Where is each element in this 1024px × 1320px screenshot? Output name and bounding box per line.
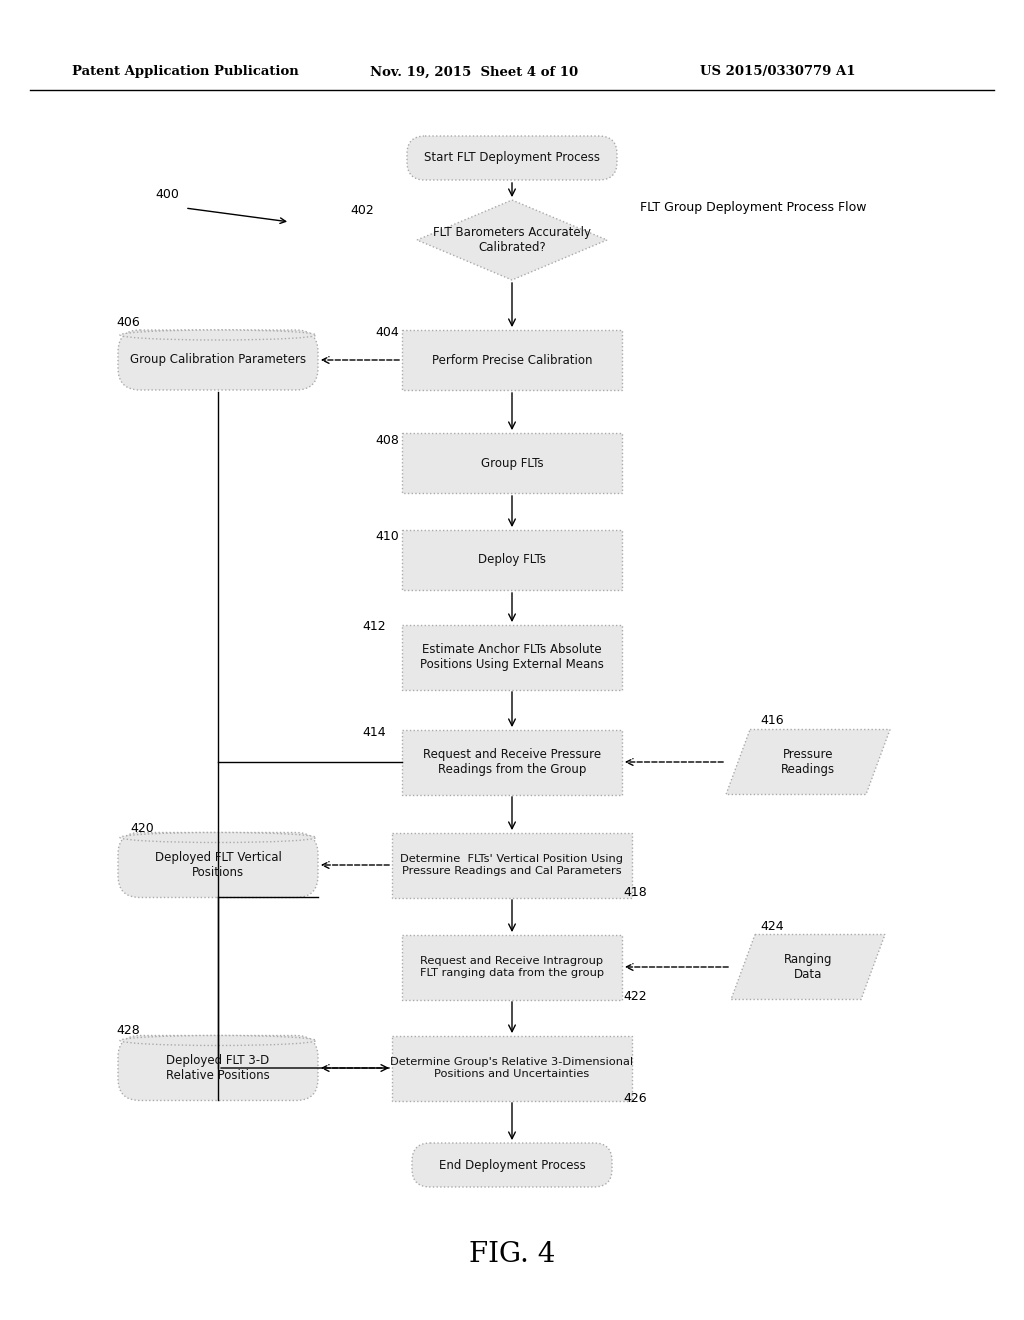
- Text: 404: 404: [375, 326, 398, 338]
- Bar: [402, 330, 622, 389]
- FancyBboxPatch shape: [118, 1035, 318, 1101]
- Text: Patent Application Publication: Patent Application Publication: [72, 66, 299, 78]
- Text: 418: 418: [623, 886, 647, 899]
- Ellipse shape: [120, 330, 316, 341]
- Text: Deployed FLT 3-D
Relative Positions: Deployed FLT 3-D Relative Positions: [166, 1053, 270, 1082]
- Text: 428: 428: [116, 1023, 139, 1036]
- Text: Determine Group's Relative 3-Dimensional
Positions and Uncertainties: Determine Group's Relative 3-Dimensional…: [390, 1057, 634, 1078]
- Text: Deploy FLTs: Deploy FLTs: [478, 553, 546, 566]
- FancyBboxPatch shape: [412, 1143, 612, 1187]
- Text: 426: 426: [623, 1092, 646, 1105]
- Text: Request and Receive Intragroup
FLT ranging data from the group: Request and Receive Intragroup FLT rangi…: [420, 956, 604, 978]
- Text: 400: 400: [155, 189, 179, 202]
- Text: Start FLT Deployment Process: Start FLT Deployment Process: [424, 152, 600, 165]
- Text: End Deployment Process: End Deployment Process: [438, 1159, 586, 1172]
- Bar: [402, 433, 622, 492]
- Text: FIG. 4: FIG. 4: [469, 1242, 555, 1269]
- Text: Group FLTs: Group FLTs: [480, 457, 544, 470]
- Text: Deployed FLT Vertical
Positions: Deployed FLT Vertical Positions: [155, 851, 282, 879]
- Text: Perform Precise Calibration: Perform Precise Calibration: [432, 354, 592, 367]
- Text: Ranging
Data: Ranging Data: [783, 953, 833, 981]
- Polygon shape: [731, 935, 885, 999]
- Text: FLT Barometers Accurately
Calibrated?: FLT Barometers Accurately Calibrated?: [433, 226, 591, 253]
- Text: 422: 422: [623, 990, 646, 1003]
- FancyBboxPatch shape: [118, 833, 318, 898]
- Text: Pressure
Readings: Pressure Readings: [781, 748, 835, 776]
- Bar: [402, 935, 622, 999]
- Text: 406: 406: [116, 315, 139, 329]
- Text: Estimate Anchor FLTs Absolute
Positions Using External Means: Estimate Anchor FLTs Absolute Positions …: [420, 643, 604, 671]
- FancyBboxPatch shape: [407, 136, 617, 180]
- Text: Determine  FLTs' Vertical Position Using
Pressure Readings and Cal Parameters: Determine FLTs' Vertical Position Using …: [400, 854, 624, 875]
- Bar: [402, 624, 622, 689]
- Bar: [392, 1035, 632, 1101]
- Polygon shape: [726, 730, 890, 795]
- FancyBboxPatch shape: [118, 330, 318, 389]
- Ellipse shape: [120, 1035, 316, 1045]
- Bar: [392, 833, 632, 898]
- Text: Group Calibration Parameters: Group Calibration Parameters: [130, 354, 306, 367]
- Text: 410: 410: [375, 531, 398, 544]
- Text: US 2015/0330779 A1: US 2015/0330779 A1: [700, 66, 855, 78]
- Bar: [402, 730, 622, 795]
- Text: 420: 420: [130, 821, 154, 834]
- Text: 416: 416: [760, 714, 783, 726]
- Text: Nov. 19, 2015  Sheet 4 of 10: Nov. 19, 2015 Sheet 4 of 10: [370, 66, 579, 78]
- Polygon shape: [417, 201, 607, 280]
- Text: 424: 424: [760, 920, 783, 933]
- Text: FLT Group Deployment Process Flow: FLT Group Deployment Process Flow: [640, 201, 866, 214]
- Ellipse shape: [120, 833, 316, 842]
- Text: 402: 402: [350, 203, 374, 216]
- Text: 412: 412: [362, 620, 386, 634]
- Text: 408: 408: [375, 433, 399, 446]
- Text: Request and Receive Pressure
Readings from the Group: Request and Receive Pressure Readings fr…: [423, 748, 601, 776]
- Bar: [402, 531, 622, 590]
- Text: 414: 414: [362, 726, 386, 739]
